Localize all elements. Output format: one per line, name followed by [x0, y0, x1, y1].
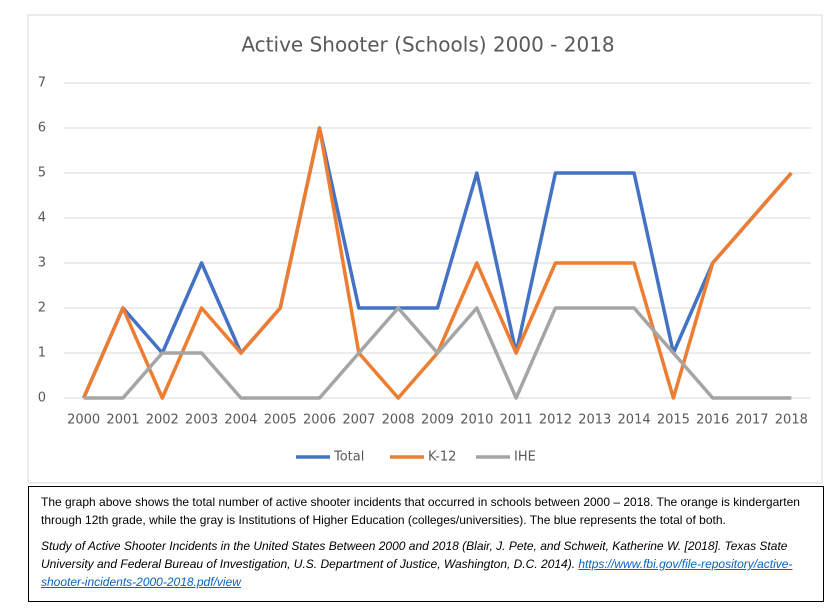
citation: Study of Active Shooter Incidents in the…: [41, 537, 815, 591]
y-tick-label: 4: [38, 211, 46, 226]
series-line: [83, 306, 792, 400]
legend-label: K-12: [428, 450, 456, 465]
y-tick-label: 1: [38, 346, 46, 361]
x-tick-label: 2011: [500, 413, 533, 428]
chart-frame: [27, 14, 823, 484]
x-tick-label: 2016: [696, 413, 729, 428]
y-tick-label: 7: [38, 76, 46, 91]
x-tick-label: 2008: [382, 413, 415, 428]
x-tick-label: 2007: [342, 413, 375, 428]
chart-title: Active Shooter (Schools) 2000 - 2018: [241, 33, 614, 57]
x-tick-label: 2017: [735, 413, 768, 428]
y-tick-label: 3: [38, 256, 46, 271]
x-tick-label: 2006: [303, 413, 336, 428]
legend-label: IHE: [514, 450, 536, 465]
x-tick-label: 2018: [775, 413, 808, 428]
legend-label: Total: [333, 450, 364, 465]
y-tick-label: 0: [38, 391, 46, 406]
x-tick-label: 2015: [657, 413, 690, 428]
caption-box: The graph above shows the total number o…: [28, 486, 824, 602]
citation-text: Study of Active Shooter Incidents in the…: [41, 539, 788, 571]
x-tick-label: 2013: [578, 413, 611, 428]
x-tick-label: 2005: [264, 413, 297, 428]
citation-link[interactable]: https://www.fbi.gov/file-repository/acti…: [41, 557, 793, 589]
y-tick-label: 6: [38, 121, 46, 136]
x-tick-label: 2010: [460, 413, 493, 428]
x-tick-label: 2001: [106, 413, 139, 428]
x-tick-label: 2009: [421, 413, 454, 428]
x-tick-label: 2004: [224, 413, 257, 428]
chart: Active Shooter (Schools) 2000 - 2018 0 1 2…: [27, 14, 823, 484]
x-tick-label: 2000: [67, 413, 100, 428]
y-tick-label: 5: [38, 166, 46, 181]
y-tick-label: 2: [38, 301, 46, 316]
x-tick-label: 2014: [618, 413, 651, 428]
x-tick-label: 2003: [185, 413, 218, 428]
x-tick-label: 2012: [539, 413, 572, 428]
caption-text: The graph above shows the total number o…: [41, 495, 800, 527]
x-tick-label: 2002: [146, 413, 179, 428]
